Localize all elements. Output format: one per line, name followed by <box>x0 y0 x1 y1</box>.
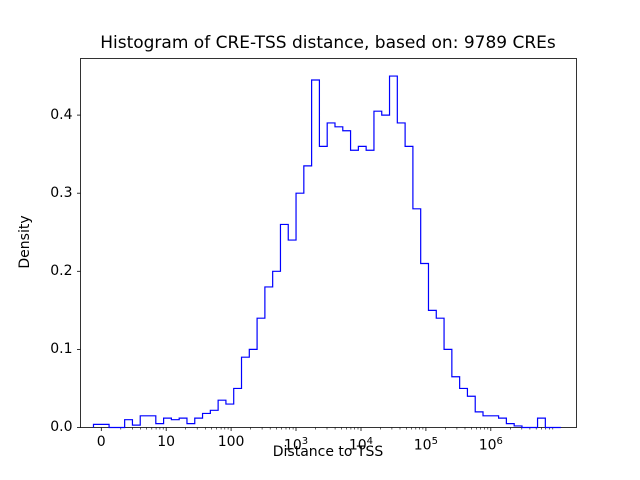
histogram-line <box>92 75 561 429</box>
x-tick-label: 100 <box>217 433 245 450</box>
y-tick-label: 0.0 <box>50 419 73 435</box>
x-tick-label: 10 <box>157 433 176 450</box>
x-tick-label: 105 <box>413 435 438 454</box>
x-axis-label: Distance to TSS <box>272 444 384 460</box>
chart-title: Histogram of CRE-TSS distance, based on:… <box>100 33 556 53</box>
y-tick-label: 0.4 <box>50 106 73 123</box>
x-tick-label: 104 <box>348 435 374 454</box>
y-tick-label: 0.2 <box>50 262 73 279</box>
y-tick-label: 0.3 <box>50 184 73 201</box>
axes-spines <box>80 58 577 428</box>
x-tick-label: 106 <box>478 435 503 454</box>
x-tick-label: 0 <box>96 433 106 450</box>
x-tick-label: 103 <box>283 435 309 454</box>
y-tick-label: 0.1 <box>50 340 73 357</box>
